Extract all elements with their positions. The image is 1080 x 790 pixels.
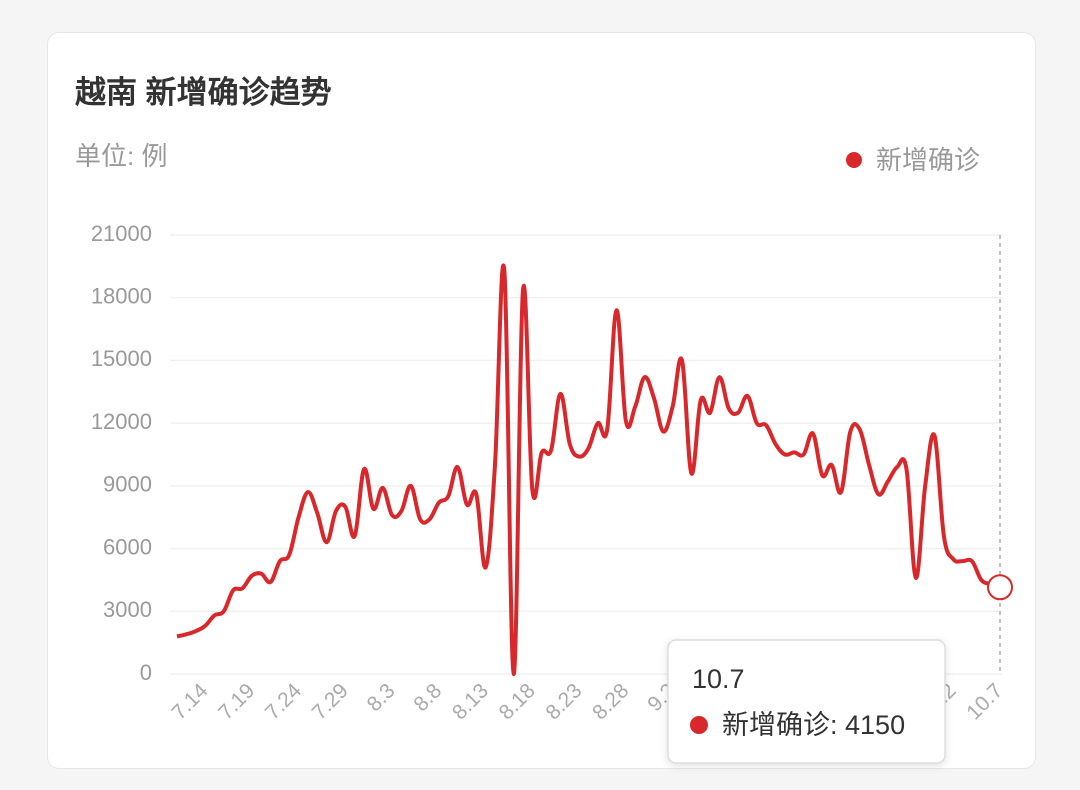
tooltip-category: 10.7 — [692, 664, 745, 694]
line-series — [176, 263, 1001, 677]
x-tick-label: 10.7 — [962, 679, 1007, 724]
y-tick-label: 6000 — [103, 534, 152, 559]
x-tick: 7.29 — [308, 679, 353, 724]
tooltip-text: 新增确诊: 4150 — [722, 710, 905, 740]
hover-point — [987, 574, 1013, 601]
tooltip-part: : — [830, 710, 845, 740]
legend-marker — [846, 152, 862, 168]
x-tick: 8.18 — [495, 679, 540, 724]
y-tick-label: 9000 — [103, 472, 152, 497]
tooltip-marker — [690, 716, 708, 734]
x-tick-label: 8.23 — [541, 679, 586, 724]
x-tick: 7.14 — [167, 679, 212, 724]
unit-label: 单位: 例 — [75, 141, 167, 171]
tooltip-part: 新增确诊 — [722, 710, 830, 740]
y-tick-label: 21000 — [91, 221, 152, 246]
x-tick-label: 7.19 — [214, 679, 259, 724]
y-tick-label: 12000 — [91, 409, 152, 434]
x-tick-label: 7.29 — [308, 679, 353, 724]
x-tick-label: 8.3 — [363, 679, 400, 716]
y-tick-label: 15000 — [91, 346, 152, 371]
y-tick-label: 3000 — [103, 597, 152, 622]
x-tick: 8.28 — [588, 679, 633, 724]
legend-label[interactable]: 新增确诊 — [876, 145, 980, 175]
x-tick-label: 8.8 — [409, 679, 446, 716]
tooltip — [667, 639, 946, 764]
tooltip-part: 4150 — [845, 710, 905, 740]
x-tick: 8.13 — [448, 679, 493, 724]
x-tick-label: 8.18 — [495, 679, 540, 724]
x-tick-label: 8.13 — [448, 679, 493, 724]
x-tick-label: 7.24 — [261, 679, 306, 724]
x-tick: 8.23 — [541, 679, 586, 724]
y-tick-label: 18000 — [91, 284, 152, 309]
chart-title: 越南 新增确诊趋势 — [75, 75, 332, 110]
x-tick: 10.7 — [962, 679, 1007, 724]
x-tick: 7.24 — [261, 679, 306, 724]
x-tick-label: 7.14 — [167, 679, 212, 724]
x-tick: 7.19 — [214, 679, 259, 724]
x-tick: 8.3 — [363, 679, 400, 716]
x-tick: 8.8 — [409, 679, 446, 716]
y-tick-label: 0 — [140, 660, 152, 685]
x-tick-label: 8.28 — [588, 679, 633, 724]
